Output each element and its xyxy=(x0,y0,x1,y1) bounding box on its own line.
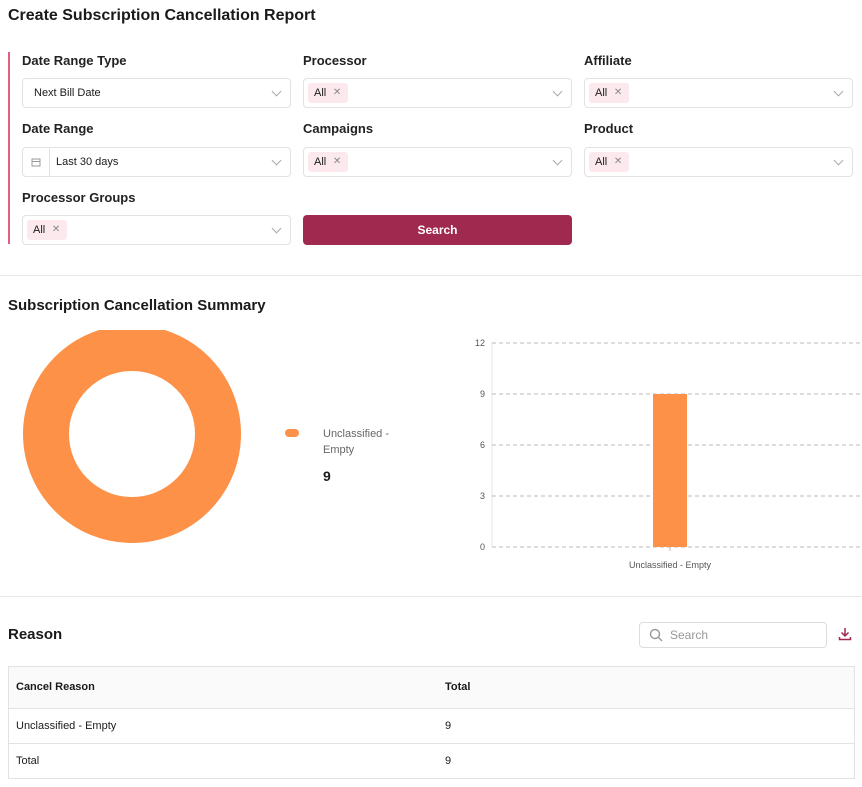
section-title: Reason xyxy=(8,626,63,643)
tag-text: All xyxy=(33,224,46,236)
select-value: Next Bill Date xyxy=(34,87,101,99)
section-title: Subscription Cancellation Summary xyxy=(8,297,266,314)
filter-label: Date Range Type xyxy=(22,53,127,68)
tag: All ✕ xyxy=(308,83,349,103)
pie-slice xyxy=(23,330,241,543)
select[interactable]: Next Bill Date xyxy=(22,78,291,108)
filter-label: Date Range xyxy=(22,121,94,136)
search-placeholder: Search xyxy=(670,628,709,642)
table-wrap: Cancel Reason Total Unclassified - Empty 9 T… xyxy=(8,666,855,779)
tag-text: All xyxy=(314,156,327,168)
multi-select[interactable]: All ✕ xyxy=(22,215,291,245)
y-tick-label: 0 xyxy=(480,542,485,552)
y-tick-label: 9 xyxy=(480,389,485,399)
multi-select[interactable]: All ✕ xyxy=(303,147,572,177)
y-tick-label: 3 xyxy=(480,491,485,501)
x-tick-label: Unclassified - Empty xyxy=(629,560,712,570)
column-header: Cancel Reason xyxy=(9,667,438,709)
legend-value: 9 xyxy=(323,468,331,484)
bar xyxy=(653,394,687,547)
search-button[interactable]: Search xyxy=(303,215,572,245)
table-row: Total 9 xyxy=(9,743,854,779)
filter-label: Product xyxy=(584,121,634,136)
tag-text: All xyxy=(595,156,608,168)
tag: All ✕ xyxy=(308,152,349,172)
table-cell: Unclassified - Empty xyxy=(9,708,438,744)
download-icon[interactable] xyxy=(838,627,852,641)
filter-label: Processor xyxy=(303,53,367,68)
y-tick-label: 12 xyxy=(475,338,485,348)
date-select[interactable]: Last 30 days xyxy=(22,147,291,177)
table-cell: Total xyxy=(9,743,438,779)
tag: All ✕ xyxy=(589,83,630,103)
multi-select[interactable]: All ✕ xyxy=(584,147,853,177)
reason-table: Cancel Reason Total Unclassified - Empty 9 T… xyxy=(9,667,854,779)
legend-item: Unclassified - Empty 9 xyxy=(285,426,395,484)
legend-swatch xyxy=(285,429,299,437)
table-row: Unclassified - Empty 9 xyxy=(9,708,854,744)
table-cell: 9 xyxy=(438,743,854,779)
table-header: Cancel Reason Total xyxy=(9,667,854,709)
page-title: Create Subscription Cancellation Report xyxy=(8,7,316,24)
filter-label: Processor Groups xyxy=(22,190,136,205)
pie-legend: Unclassified - Empty 9 xyxy=(285,426,395,494)
tag: All ✕ xyxy=(27,220,68,240)
filter-label: Campaigns xyxy=(303,121,374,136)
divider xyxy=(0,275,862,276)
divider xyxy=(0,596,862,597)
tag-text: All xyxy=(314,87,327,99)
column-header: Total xyxy=(438,667,854,709)
tag-text: All xyxy=(595,87,608,99)
multi-select[interactable]: All ✕ xyxy=(584,78,853,108)
search-input[interactable]: Search xyxy=(639,622,827,648)
table-cell: 9 xyxy=(438,708,854,744)
y-tick-label: 6 xyxy=(480,440,485,450)
select-value: Last 30 days xyxy=(56,156,119,168)
legend-label: Unclassified - Empty xyxy=(323,428,390,456)
calendar-icon xyxy=(31,158,41,167)
filter-accent xyxy=(8,52,10,244)
filter-label: Affiliate xyxy=(584,53,632,68)
search-icon xyxy=(649,628,663,642)
tag: All ✕ xyxy=(589,152,630,172)
multi-select[interactable]: All ✕ xyxy=(303,78,572,108)
charts: 0 3 6 9 12 Unclassified - Empty xyxy=(23,330,862,570)
